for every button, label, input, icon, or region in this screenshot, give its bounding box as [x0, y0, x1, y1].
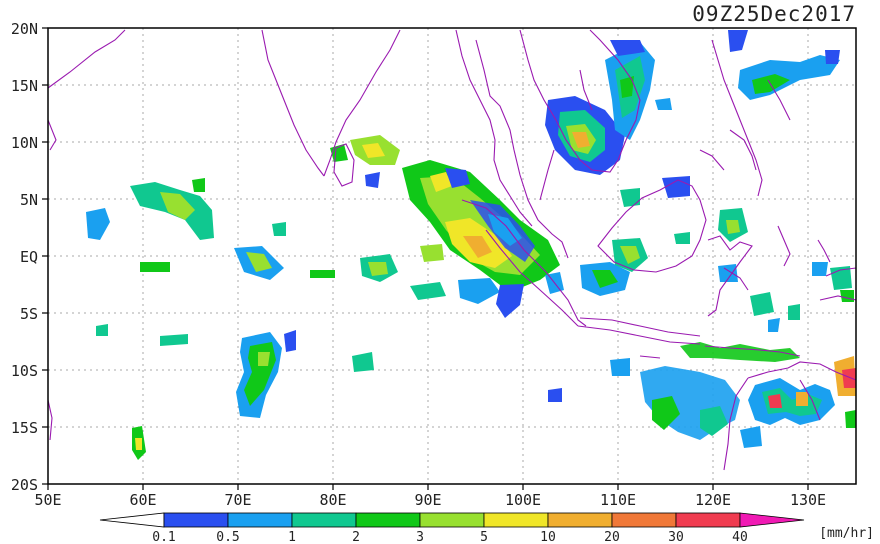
- colorbar-tick-label: 2: [352, 530, 360, 544]
- colorbar-tick-label: 0.1: [152, 530, 175, 544]
- lon-label: 90E: [414, 491, 441, 509]
- colorbar-segment: [739, 512, 805, 528]
- lon-label: 110E: [600, 491, 636, 509]
- colorbar-tick-label: 10: [540, 530, 556, 544]
- lon-label: 80E: [319, 491, 346, 509]
- lon-label: 70E: [224, 491, 251, 509]
- colorbar-segment: [675, 512, 741, 528]
- colorbar-tick-label: 20: [604, 530, 620, 544]
- lon-label: 60E: [129, 491, 156, 509]
- colorbar-tick-label: 1: [288, 530, 296, 544]
- precipitation-field: [86, 30, 856, 460]
- colorbar-segment: [227, 512, 293, 528]
- lat-label: 5N: [20, 191, 38, 209]
- lat-label: 15N: [11, 77, 38, 95]
- lon-label: 50E: [34, 491, 61, 509]
- map-area: [42, 27, 857, 490]
- lat-label: 10S: [11, 362, 38, 380]
- lat-label: 20N: [11, 20, 38, 38]
- colorbar-segment: [355, 512, 421, 528]
- coastlines: [47, 29, 857, 471]
- colorbar-segment: [483, 512, 549, 528]
- lat-label: 5S: [20, 305, 38, 323]
- colorbar-legend: 0.1 0.5 1 2 3 5 10 20 30 40 [mm/hr]: [99, 512, 874, 544]
- colorbar-tick-label: 30: [668, 530, 684, 544]
- colorbar-segment: [163, 512, 229, 528]
- colorbar-segment: [291, 512, 357, 528]
- colorbar-unit: [mm/hr]: [819, 526, 874, 541]
- map-title: 09Z25Dec2017: [692, 2, 856, 26]
- colorbar-segment: [547, 512, 613, 528]
- colorbar-tick-label: 5: [480, 530, 488, 544]
- colorbar-tick-label: 0.5: [216, 530, 239, 544]
- tick-marks: [42, 27, 809, 490]
- longitude-labels: 50E 60E 70E 80E 90E 100E 110E 120E 130E: [34, 491, 826, 509]
- lat-label: EQ: [20, 248, 38, 266]
- lon-label: 130E: [790, 491, 826, 509]
- colorbar-tick-label: 40: [732, 530, 748, 544]
- latitude-labels: 20N 15N 10N 5N EQ 5S 10S 15S 20S: [11, 20, 38, 494]
- lat-label: 10N: [11, 134, 38, 152]
- lat-label: 15S: [11, 419, 38, 437]
- colorbar-segment: [611, 512, 677, 528]
- lon-label: 120E: [695, 491, 731, 509]
- colorbar-segment: [419, 512, 485, 528]
- lat-label: 20S: [11, 476, 38, 494]
- lon-label: 100E: [505, 491, 541, 509]
- colorbar-tick-label: 3: [416, 530, 424, 544]
